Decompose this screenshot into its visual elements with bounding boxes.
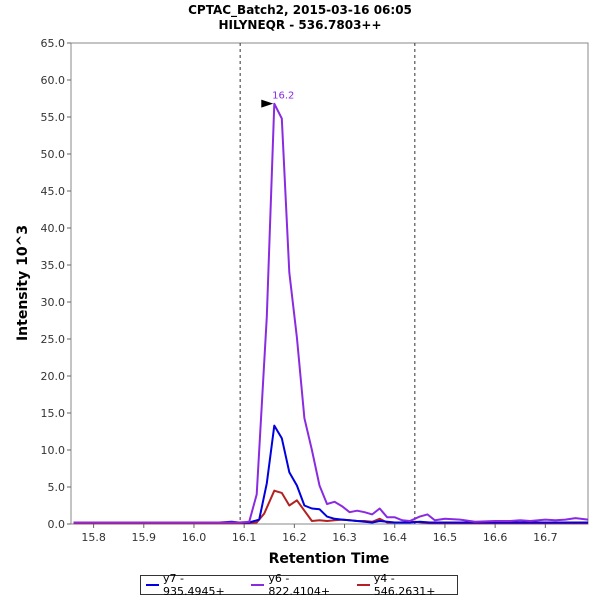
chart-subtitle: HILYNEQR - 536.7803++ — [218, 18, 382, 32]
legend-swatch — [251, 584, 265, 586]
y-tick-label: 45.0 — [41, 185, 66, 198]
y-tick-label: 0.0 — [48, 518, 66, 531]
legend-label: y4 - 546.2631+ — [373, 572, 436, 598]
y-tick-label: 50.0 — [41, 148, 66, 161]
y-tick-label: 35.0 — [41, 259, 66, 272]
x-tick-label: 16.5 — [433, 531, 458, 544]
y-tick-label: 60.0 — [41, 74, 66, 87]
legend-swatch — [356, 584, 370, 586]
series-line-y7 — [73, 424, 588, 524]
legend-item: y7 - 935.4945+ — [146, 572, 243, 598]
series-line-y6 — [73, 102, 589, 524]
legend-swatch — [146, 584, 160, 586]
y-tick-label: 20.0 — [41, 370, 66, 383]
x-tick-label: 16.2 — [282, 531, 307, 544]
y-tick-label: 65.0 — [41, 37, 66, 50]
chart-title: CPTAC_Batch2, 2015-03-16 06:05 — [188, 3, 412, 17]
y-tick-label: 25.0 — [41, 333, 66, 346]
plot-frame — [70, 42, 589, 525]
legend-item: y6 - 822.4104+ — [251, 572, 348, 598]
peak-label: 16.2 — [272, 91, 294, 102]
axis-layer: 0.0 5.0 10.0 15.0 20.0 25.0 30.0 35.0 40.0 45.0 50… — [41, 37, 589, 544]
annotation-layer: 16.2 — [261, 91, 294, 108]
x-tick-label: 16.3 — [332, 531, 357, 544]
y-tick-label: 30.0 — [41, 296, 66, 309]
peak-marker — [261, 99, 274, 108]
legend-label: y6 - 822.4104+ — [268, 572, 331, 598]
series-layer — [73, 102, 589, 525]
x-tick-label: 16.1 — [232, 531, 257, 544]
legend-item: y4 - 546.2631+ — [356, 572, 454, 598]
x-tick-label: 16.4 — [383, 531, 408, 544]
chart-legend: y7 - 935.4945+ y6 - 822.4104+ y4 - 546.263… — [140, 572, 458, 598]
x-tick-label: 16.6 — [483, 531, 508, 544]
y-tick-label: 10.0 — [41, 444, 66, 457]
y-tick-label: 55.0 — [41, 111, 66, 124]
x-tick-label: 16.0 — [182, 531, 207, 544]
x-tick-label: 16.7 — [533, 531, 558, 544]
y-tick-label: 5.0 — [48, 481, 66, 494]
y-tick-label: 40.0 — [41, 222, 66, 235]
x-tick-label: 15.8 — [81, 531, 106, 544]
x-axis-label: Retention Time — [269, 551, 390, 567]
legend-label: y7 - 935.4945+ — [163, 572, 225, 598]
y-axis-label: Intensity 10^3 — [15, 225, 31, 341]
y-tick-label: 15.0 — [41, 407, 66, 420]
x-tick-label: 15.9 — [132, 531, 157, 544]
